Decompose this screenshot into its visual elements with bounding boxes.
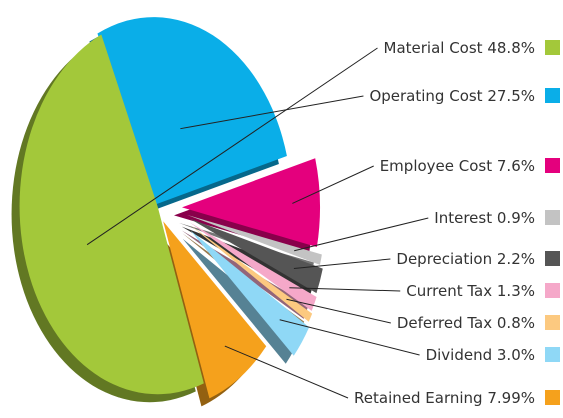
category-name: Operating Cost	[369, 87, 482, 105]
category-name: Deferred Tax	[397, 314, 492, 332]
value-label: 0.8%	[497, 314, 535, 332]
leader-line	[294, 217, 429, 252]
leader-line	[279, 319, 420, 356]
leader-line	[86, 47, 378, 246]
legend-swatch	[545, 283, 560, 298]
slice	[190, 230, 310, 356]
slice	[186, 214, 322, 265]
slice-label: Dividend 3.0%	[426, 346, 535, 364]
slice	[189, 222, 317, 311]
category-name: Retained Earning	[354, 389, 483, 407]
category-name: Employee Cost	[380, 157, 493, 175]
value-label: 7.99%	[487, 389, 535, 407]
value-label: 48.8%	[487, 39, 535, 57]
slice-label: Material Cost 48.8%	[384, 39, 536, 57]
value-label: 27.5%	[487, 87, 535, 105]
value-label: 0.9%	[497, 209, 535, 227]
slice-label: Employee Cost 7.6%	[380, 157, 535, 175]
legend-swatch	[545, 158, 560, 173]
legend-swatch	[545, 347, 560, 362]
leader-line	[293, 258, 391, 270]
legend-swatch	[545, 390, 560, 405]
legend-swatch	[545, 88, 560, 103]
legend-swatch	[545, 210, 560, 225]
slice	[97, 17, 287, 206]
category-name: Material Cost	[384, 39, 483, 57]
slice	[19, 34, 204, 395]
slice-label: Current Tax 1.3%	[406, 282, 535, 300]
leader-line	[289, 287, 401, 292]
slice	[181, 158, 320, 248]
leader-line	[286, 298, 391, 324]
category-name: Dividend	[426, 346, 493, 364]
slice	[189, 218, 323, 294]
category-name: Interest	[434, 209, 492, 227]
value-label: 7.6%	[497, 157, 535, 175]
value-label: 2.2%	[497, 250, 535, 268]
legend-swatch	[545, 315, 560, 330]
slice	[190, 225, 313, 322]
leader-line	[292, 165, 374, 204]
value-label: 3.0%	[497, 346, 535, 364]
leader-line	[180, 95, 364, 130]
value-label: 1.3%	[497, 282, 535, 300]
leader-line	[224, 345, 349, 399]
slice-side	[182, 238, 302, 364]
slice-label: Depreciation 2.2%	[396, 250, 535, 268]
slice-label: Retained Earning 7.99%	[354, 389, 535, 407]
legend-swatch	[545, 251, 560, 266]
slice	[163, 221, 267, 399]
category-name: Current Tax	[406, 282, 492, 300]
slice-label: Deferred Tax 0.8%	[397, 314, 535, 332]
slice-label: Operating Cost 27.5%	[369, 87, 535, 105]
category-name: Depreciation	[396, 250, 492, 268]
legend-swatch	[545, 40, 560, 55]
slice-label: Interest 0.9%	[434, 209, 535, 227]
